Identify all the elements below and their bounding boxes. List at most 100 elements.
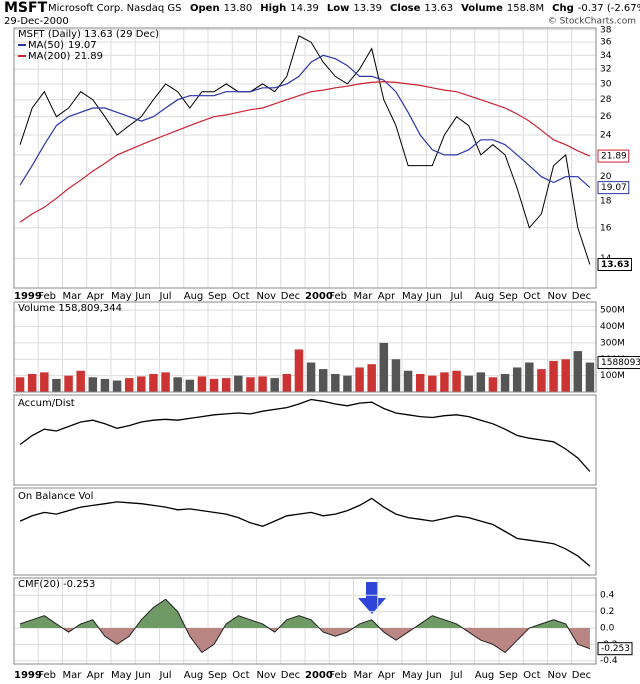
volume-bar bbox=[234, 375, 243, 392]
x-tick-label: Sep bbox=[208, 670, 227, 681]
quote-value: 13.63 bbox=[424, 3, 453, 14]
volume-bar bbox=[100, 378, 110, 392]
price-line bbox=[19, 54, 591, 189]
panel-frame bbox=[13, 487, 597, 576]
volume-bar bbox=[149, 374, 158, 392]
legend-title: MSFT (Daily) 13.63 (29 Dec) bbox=[18, 29, 159, 40]
y-tick-label: 30 bbox=[600, 79, 612, 89]
x-tick-label: Jul bbox=[450, 670, 463, 681]
volume-bar bbox=[246, 377, 255, 392]
x-tick-label: Mar bbox=[63, 670, 83, 681]
x-tick-label: Sep bbox=[499, 291, 518, 302]
panel-title: Volume 158,809,344 bbox=[18, 303, 122, 314]
quote-label: Volume bbox=[461, 3, 503, 14]
volume-bar bbox=[294, 349, 304, 392]
volume-bar bbox=[403, 370, 413, 392]
y-tick-label: 0.4 bbox=[600, 591, 615, 601]
x-tick-label: Jul bbox=[159, 670, 172, 681]
y-tick-label: 0.0 bbox=[600, 623, 615, 633]
volume-bar bbox=[500, 374, 510, 392]
y-tick-label: 500M bbox=[600, 306, 625, 316]
company: Microsoft Corp. Nasdaq GS bbox=[48, 3, 182, 14]
quote-value: -0.37 (-2.67%) bbox=[578, 3, 640, 14]
date: 29-Dec-2000 bbox=[4, 16, 69, 27]
x-tick-label: Feb bbox=[38, 291, 56, 302]
x-tick-label: May bbox=[402, 291, 423, 302]
volume-bar bbox=[549, 360, 558, 392]
y-tick-label: 32 bbox=[600, 65, 611, 75]
x-tick-label: May bbox=[111, 670, 132, 681]
volume-bar bbox=[391, 359, 401, 392]
indicator-line bbox=[19, 497, 591, 567]
quote-value: 13.80 bbox=[224, 3, 253, 14]
value-tag: 158809344 bbox=[601, 358, 640, 368]
x-tick-label: Aug bbox=[475, 670, 495, 681]
x-tick-label: Apr bbox=[378, 670, 396, 681]
panel-title: Accum/Dist bbox=[18, 398, 75, 409]
x-tick-label: Nov bbox=[257, 670, 277, 681]
x-tick-label: Sep bbox=[499, 670, 518, 681]
x-tick-label: Jul bbox=[450, 291, 463, 302]
x-tick-label: Dec bbox=[281, 291, 300, 302]
volume-bar bbox=[452, 370, 461, 392]
x-tick-label: Oct bbox=[523, 670, 540, 681]
x-tick-label: Mar bbox=[354, 670, 374, 681]
panel-frame bbox=[13, 577, 597, 665]
volume-bar bbox=[476, 372, 486, 392]
y-tick-label: 100M bbox=[600, 371, 625, 381]
value-tag: 19.07 bbox=[601, 183, 627, 193]
y-tick-label: -0.4 bbox=[600, 656, 618, 666]
legend-name: MA(200) bbox=[28, 51, 70, 62]
volume-bar bbox=[27, 374, 37, 392]
volume-bar bbox=[52, 378, 61, 392]
volume-bar bbox=[415, 374, 425, 392]
volume-bar bbox=[258, 376, 267, 392]
x-tick-label: Aug bbox=[184, 670, 204, 681]
volume-bar bbox=[488, 377, 498, 392]
quote-label: Low bbox=[327, 3, 349, 14]
volume-bar bbox=[585, 362, 595, 392]
symbol: MSFT bbox=[4, 0, 48, 16]
y-tick-label: 34 bbox=[600, 51, 612, 61]
volume-bar bbox=[306, 362, 316, 392]
volume-bar bbox=[173, 377, 182, 392]
value-tag-box bbox=[597, 257, 632, 271]
x-tick-label: Dec bbox=[572, 291, 591, 302]
x-tick-label: Aug bbox=[184, 291, 204, 302]
legend-name: MA(50) bbox=[28, 40, 64, 51]
x-tick-label: 1999 bbox=[14, 670, 42, 681]
x-tick-label: Mar bbox=[354, 291, 374, 302]
y-tick-label: 38 bbox=[600, 25, 612, 35]
volume-bar bbox=[161, 372, 170, 392]
volume-bar bbox=[512, 367, 522, 392]
y-tick-label: 28 bbox=[600, 95, 612, 105]
panel-title: CMF(20) -0.253 bbox=[18, 579, 95, 590]
legend-value: 19.07 bbox=[68, 40, 97, 51]
x-tick-label: Oct bbox=[232, 670, 249, 681]
value-tag: -0.253 bbox=[601, 644, 630, 654]
quote-value: 158.8M bbox=[507, 3, 544, 14]
x-tick-label: Jun bbox=[425, 291, 442, 302]
x-tick-label: May bbox=[111, 291, 132, 302]
x-tick-label: Apr bbox=[87, 291, 105, 302]
volume-bar bbox=[40, 372, 49, 392]
volume-bar bbox=[367, 364, 376, 392]
arrow-annotation bbox=[358, 582, 386, 614]
x-tick-label: Feb bbox=[329, 670, 347, 681]
volume-bar bbox=[112, 380, 122, 392]
x-tick-label: May bbox=[402, 670, 423, 681]
value-tag: 21.89 bbox=[601, 152, 627, 162]
x-tick-label: Jun bbox=[134, 670, 151, 681]
x-tick-label: Mar bbox=[63, 291, 83, 302]
panel-frame bbox=[13, 301, 597, 393]
cmf-area bbox=[20, 599, 590, 653]
volume-bar bbox=[282, 374, 292, 392]
volume-bar bbox=[318, 369, 328, 392]
x-tick-label: Dec bbox=[281, 670, 300, 681]
y-tick-label: 36 bbox=[600, 38, 612, 48]
volume-bar bbox=[137, 376, 146, 392]
x-tick-label: Jun bbox=[425, 670, 442, 681]
volume-bar bbox=[331, 374, 340, 392]
